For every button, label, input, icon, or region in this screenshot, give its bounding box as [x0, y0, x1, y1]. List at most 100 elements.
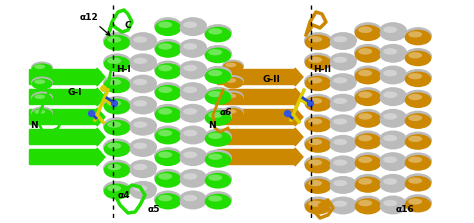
Ellipse shape — [380, 155, 406, 171]
Ellipse shape — [103, 181, 131, 198]
Ellipse shape — [158, 65, 172, 71]
Ellipse shape — [405, 113, 431, 129]
Ellipse shape — [408, 178, 422, 184]
Ellipse shape — [330, 76, 356, 91]
Polygon shape — [295, 148, 303, 166]
Ellipse shape — [379, 44, 407, 61]
Ellipse shape — [183, 130, 197, 136]
Ellipse shape — [158, 130, 172, 136]
Ellipse shape — [379, 87, 407, 105]
Polygon shape — [295, 88, 303, 106]
Ellipse shape — [380, 198, 406, 215]
Ellipse shape — [208, 112, 222, 118]
Ellipse shape — [130, 35, 156, 51]
FancyBboxPatch shape — [217, 89, 296, 105]
Ellipse shape — [383, 157, 397, 163]
Ellipse shape — [405, 72, 431, 87]
FancyBboxPatch shape — [29, 109, 98, 125]
Ellipse shape — [305, 117, 331, 132]
Ellipse shape — [158, 195, 172, 201]
Ellipse shape — [408, 52, 422, 58]
Ellipse shape — [308, 98, 322, 104]
Text: C: C — [125, 21, 132, 30]
Ellipse shape — [129, 138, 157, 155]
Ellipse shape — [107, 100, 121, 107]
Ellipse shape — [354, 152, 382, 169]
FancyBboxPatch shape — [217, 149, 296, 165]
Ellipse shape — [183, 108, 197, 115]
Text: G-II: G-II — [263, 75, 281, 84]
Ellipse shape — [180, 41, 206, 58]
Text: α16: α16 — [396, 205, 415, 214]
Ellipse shape — [408, 94, 422, 100]
Ellipse shape — [405, 92, 431, 108]
Ellipse shape — [379, 109, 407, 126]
Ellipse shape — [405, 176, 431, 192]
Ellipse shape — [208, 49, 222, 56]
Ellipse shape — [155, 41, 181, 58]
Ellipse shape — [204, 87, 232, 103]
Text: α12: α12 — [80, 13, 110, 35]
Ellipse shape — [103, 96, 131, 113]
Ellipse shape — [225, 78, 237, 83]
Ellipse shape — [204, 191, 232, 208]
Ellipse shape — [204, 128, 232, 145]
Ellipse shape — [383, 70, 397, 76]
Ellipse shape — [333, 57, 347, 63]
Ellipse shape — [383, 178, 397, 185]
Ellipse shape — [158, 21, 172, 28]
Ellipse shape — [107, 164, 121, 170]
Ellipse shape — [133, 121, 147, 128]
Ellipse shape — [31, 107, 53, 118]
Ellipse shape — [204, 24, 232, 41]
Ellipse shape — [103, 75, 131, 92]
Ellipse shape — [205, 152, 231, 168]
Text: G-I: G-I — [68, 88, 82, 97]
FancyBboxPatch shape — [29, 149, 98, 165]
Ellipse shape — [308, 159, 322, 166]
Ellipse shape — [358, 91, 372, 98]
Ellipse shape — [183, 65, 197, 71]
Ellipse shape — [330, 96, 356, 112]
Ellipse shape — [104, 184, 130, 199]
Ellipse shape — [222, 106, 244, 118]
Ellipse shape — [208, 70, 222, 76]
Ellipse shape — [305, 158, 331, 173]
Ellipse shape — [179, 60, 207, 78]
Ellipse shape — [129, 75, 157, 92]
Ellipse shape — [333, 159, 347, 166]
Ellipse shape — [304, 176, 332, 192]
Ellipse shape — [107, 121, 121, 128]
Ellipse shape — [405, 30, 431, 45]
Ellipse shape — [34, 80, 46, 84]
Ellipse shape — [107, 185, 121, 192]
Ellipse shape — [180, 20, 206, 36]
Ellipse shape — [354, 109, 382, 126]
Ellipse shape — [154, 39, 182, 56]
Ellipse shape — [183, 43, 197, 50]
Polygon shape — [97, 148, 105, 166]
Text: α4: α4 — [118, 191, 131, 200]
Ellipse shape — [333, 98, 347, 104]
Text: N: N — [208, 121, 216, 130]
Ellipse shape — [34, 95, 46, 99]
Ellipse shape — [204, 149, 232, 166]
Ellipse shape — [34, 64, 46, 69]
Ellipse shape — [408, 136, 422, 142]
Ellipse shape — [155, 107, 181, 123]
Ellipse shape — [405, 51, 431, 66]
Ellipse shape — [329, 32, 357, 48]
Ellipse shape — [183, 21, 197, 28]
Ellipse shape — [355, 25, 381, 41]
Ellipse shape — [205, 27, 231, 42]
Ellipse shape — [154, 147, 182, 165]
FancyBboxPatch shape — [217, 109, 296, 125]
Ellipse shape — [208, 133, 222, 139]
Ellipse shape — [408, 157, 422, 163]
Ellipse shape — [305, 96, 331, 112]
Ellipse shape — [304, 155, 332, 172]
Text: H-II: H-II — [313, 65, 331, 74]
Ellipse shape — [179, 39, 207, 56]
Ellipse shape — [379, 22, 407, 39]
Ellipse shape — [355, 112, 381, 128]
